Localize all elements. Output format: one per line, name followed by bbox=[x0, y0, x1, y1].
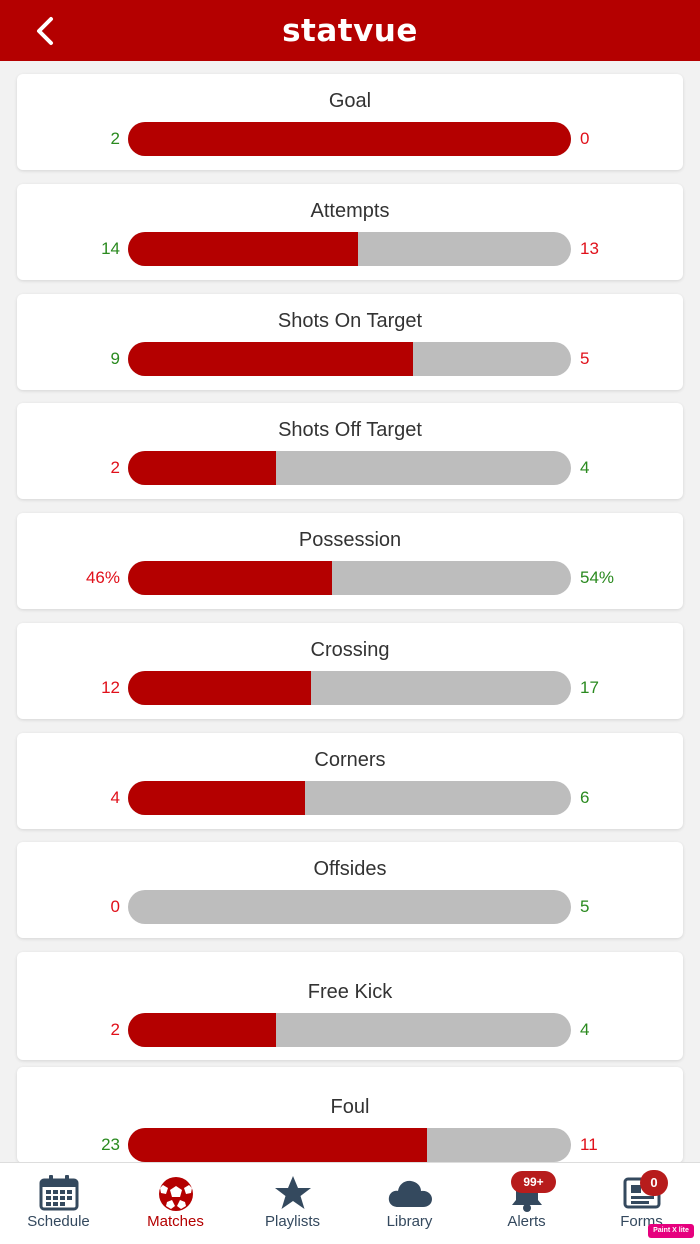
stat-away-value: 54% bbox=[580, 568, 615, 587]
stat-card: Offsides 0 5 bbox=[17, 842, 683, 938]
stat-bar bbox=[128, 1128, 571, 1162]
stat-title: Corners bbox=[314, 749, 386, 771]
stat-away-value: 4 bbox=[580, 458, 590, 477]
stat-title: Foul bbox=[330, 1096, 370, 1118]
stat-bar bbox=[128, 451, 571, 485]
stat-home-value: 2 bbox=[110, 1020, 120, 1039]
stat-card: Shots On Target 9 5 bbox=[17, 294, 683, 390]
tab-alerts[interactable]: 99+ Alerts bbox=[468, 1163, 585, 1244]
alerts-badge: 99+ bbox=[511, 1171, 556, 1193]
stat-bar-fill bbox=[128, 1013, 276, 1047]
stat-home-value: 14 bbox=[101, 239, 120, 258]
stat-bar bbox=[128, 342, 571, 376]
stat-bar-fill bbox=[128, 232, 358, 266]
stat-bar-fill bbox=[128, 1128, 428, 1162]
calendar-icon bbox=[39, 1175, 78, 1211]
stat-bar-fill bbox=[128, 671, 312, 705]
stat-home-value: 4 bbox=[110, 788, 120, 807]
bottom-tab-bar: Schedule Matches Playlists Library 99+ A… bbox=[0, 1162, 700, 1244]
tab-library[interactable]: Library bbox=[351, 1163, 468, 1244]
stat-title: Crossing bbox=[310, 639, 390, 661]
stat-home-value: 0 bbox=[110, 897, 120, 916]
stat-home-value: 46% bbox=[85, 568, 120, 587]
tab-forms[interactable]: 0 Forms bbox=[583, 1163, 700, 1244]
stat-home-value: 2 bbox=[110, 458, 120, 477]
stat-card: Shots Off Target 2 4 bbox=[17, 403, 683, 499]
tab-label: Schedule bbox=[27, 1213, 90, 1230]
stat-away-value: 6 bbox=[580, 788, 590, 807]
stat-bar bbox=[128, 1013, 571, 1047]
stat-title: Attempts bbox=[310, 200, 390, 222]
stat-bar bbox=[128, 781, 571, 815]
stat-away-value: 13 bbox=[580, 239, 599, 258]
stat-bar bbox=[128, 671, 571, 705]
tab-label: Matches bbox=[147, 1213, 204, 1230]
stat-bar-fill bbox=[128, 122, 571, 156]
stat-away-value: 5 bbox=[580, 349, 590, 368]
tab-playlists[interactable]: Playlists bbox=[234, 1163, 351, 1244]
stat-card: Goal 2 0 bbox=[17, 74, 683, 170]
tab-label: Alerts bbox=[507, 1213, 546, 1230]
stat-away-value: 5 bbox=[580, 897, 590, 916]
stat-away-value: 11 bbox=[580, 1135, 598, 1154]
stat-title: Free Kick bbox=[307, 981, 393, 1003]
stat-home-value: 12 bbox=[101, 678, 120, 697]
stat-bar bbox=[128, 561, 571, 595]
stat-bar-fill bbox=[128, 342, 413, 376]
stat-title: Goal bbox=[328, 90, 372, 112]
stat-away-value: 17 bbox=[580, 678, 599, 697]
chevron-left-icon bbox=[37, 17, 53, 45]
stat-title: Possession bbox=[298, 529, 402, 551]
stat-bar-fill bbox=[128, 781, 306, 815]
stat-bar-fill bbox=[128, 451, 276, 485]
back-button[interactable] bbox=[28, 14, 62, 48]
stats-list[interactable]: Goal 2 0 Attempts 14 13 Shots On Target 9 5 Shots… bbox=[0, 61, 700, 1162]
soccer-ball-icon bbox=[158, 1177, 193, 1211]
stat-card: Free Kick 2 4 bbox=[17, 952, 683, 1060]
stat-card: Attempts 14 13 bbox=[17, 184, 683, 280]
stat-title: Shots On Target bbox=[277, 310, 423, 332]
forms-badge: 0 bbox=[640, 1170, 668, 1196]
stat-card: Corners 4 6 bbox=[17, 733, 683, 829]
tab-schedule[interactable]: Schedule bbox=[0, 1163, 117, 1244]
star-icon bbox=[274, 1176, 311, 1209]
watermark-badge: Paint X lite bbox=[648, 1224, 694, 1238]
stat-bar bbox=[128, 232, 571, 266]
stat-bar bbox=[128, 890, 571, 924]
app-logo: statvue bbox=[282, 12, 418, 49]
stat-card: Crossing 12 17 bbox=[17, 623, 683, 719]
stat-card: Foul 23 11 bbox=[17, 1067, 683, 1162]
stat-away-value: 0 bbox=[580, 129, 590, 148]
stat-home-value: 23 bbox=[101, 1135, 120, 1154]
tab-matches[interactable]: Matches bbox=[117, 1163, 234, 1244]
tab-label: Playlists bbox=[264, 1213, 320, 1230]
stat-bar-fill bbox=[128, 561, 332, 595]
stat-card: Possession 46% 54% bbox=[17, 513, 683, 609]
stat-bar bbox=[128, 122, 571, 156]
cloud-icon bbox=[388, 1180, 432, 1207]
stat-title: Shots Off Target bbox=[278, 419, 422, 441]
tab-label: Library bbox=[386, 1213, 433, 1230]
stat-home-value: 9 bbox=[110, 349, 120, 368]
stat-title: Offsides bbox=[313, 858, 387, 880]
stat-away-value: 4 bbox=[580, 1020, 590, 1039]
app-header: statvue bbox=[0, 0, 700, 61]
stat-home-value: 2 bbox=[110, 129, 120, 148]
